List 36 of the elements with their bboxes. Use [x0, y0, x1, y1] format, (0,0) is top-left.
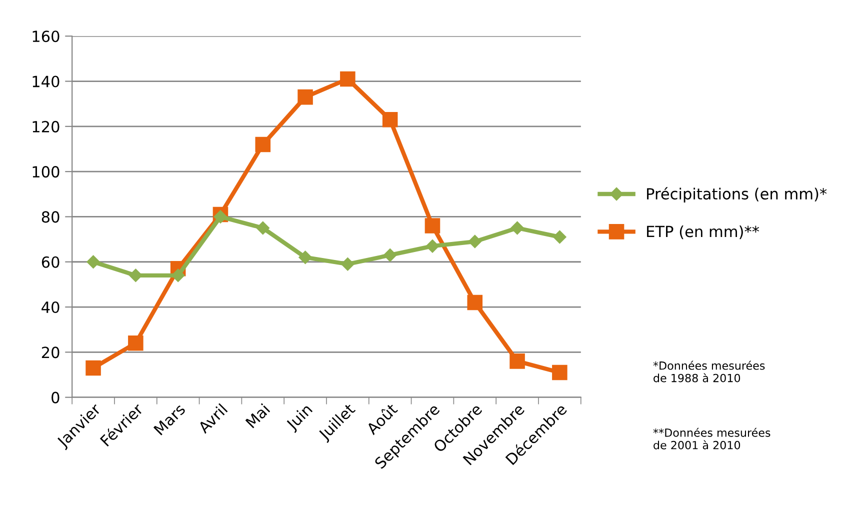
point: [341, 258, 354, 271]
x-tick-label: Mai: [245, 403, 270, 428]
point: [171, 268, 185, 282]
text: *Données mesurées de 1988 à 2010: [653, 360, 765, 382]
point: [86, 255, 100, 268]
point: [298, 250, 312, 264]
point: [510, 221, 524, 235]
point: [468, 234, 482, 248]
y-tick-label: 20: [42, 346, 60, 358]
point: [128, 336, 144, 351]
point: [552, 364, 568, 380]
point: [426, 239, 440, 253]
legend-label: ETP (en mm)**: [647, 225, 760, 240]
point: [256, 221, 270, 235]
point: [298, 89, 313, 105]
y-tick-label: 60: [42, 256, 60, 268]
text: **Données mesurées de 2001 à 2010: [653, 428, 770, 450]
y-tick-label: 140: [32, 76, 60, 88]
point: [340, 71, 356, 87]
point: [382, 112, 398, 128]
point: [214, 210, 228, 224]
y-tick-label: 100: [32, 166, 60, 178]
point: [86, 360, 101, 376]
y-tick-label: 80: [42, 211, 60, 223]
legend-label: Précipitations (en mm)*: [647, 187, 827, 203]
point: [553, 230, 566, 244]
point: [467, 294, 483, 310]
y-tick-label: 0: [52, 392, 60, 404]
y-tick-label: 120: [32, 120, 60, 132]
point: [424, 218, 440, 234]
point: [510, 354, 525, 369]
y-tick-label: 160: [32, 30, 60, 42]
point: [129, 268, 142, 282]
point: [255, 136, 271, 152]
point: [383, 248, 397, 262]
y-tick-label: 40: [42, 301, 60, 314]
